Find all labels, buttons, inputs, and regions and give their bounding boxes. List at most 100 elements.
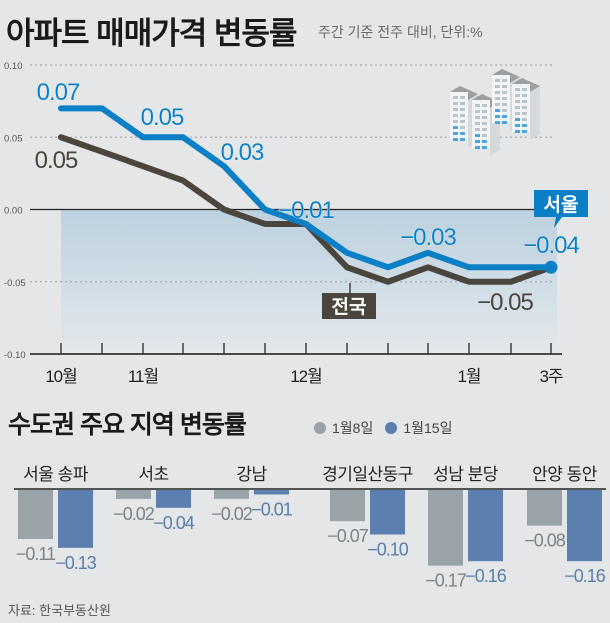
building-window [453,102,458,105]
building-window [515,130,520,133]
building-window [482,122,487,125]
category-label: 서초 [138,465,168,484]
building-window [522,94,527,97]
seoul-end-marker [544,260,558,274]
bar-jan15 [156,490,191,508]
bar-value-label: −0.04 [153,513,195,533]
national-data-label: −0.05 [477,289,533,316]
seoul-data-label: −0.04 [523,232,579,259]
building-window [515,94,520,97]
building-window [502,85,507,88]
building-window [522,130,527,133]
bar-jan8 [330,490,365,522]
category-label: 강남 [236,465,267,484]
building-window [522,100,527,103]
building-face [450,92,468,140]
bar-value-label: −0.01 [251,499,293,519]
x-tick-label: 11월 [128,367,158,386]
building-window [475,134,480,137]
building-window [482,146,487,149]
x-tick-label: 10월 [45,367,77,386]
bar-jan15 [468,490,503,562]
bar-value-label: −0.13 [55,553,97,573]
bar-jan8 [18,490,53,539]
x-tick-label: 12월 [290,367,322,386]
bar-value-label: −0.11 [16,544,56,564]
bar-value-label: −0.16 [465,566,507,586]
bar-value-label: −0.10 [367,540,409,560]
building-window [453,108,458,111]
building-window [475,140,480,143]
building-window [502,97,507,100]
national-data-label: 0.05 [35,147,78,174]
building-side [530,86,540,140]
building-window [475,146,480,149]
building-window [460,126,465,129]
bar-value-label: −0.02 [113,504,155,524]
bar-jan15 [58,490,93,548]
building-window [515,124,520,127]
building-window [482,134,487,137]
building-window [515,112,520,115]
chart-title: 아파트 매매가격 변동률 [6,16,297,51]
national-tag-label: 전국 [332,296,367,318]
building-window [453,126,458,129]
building-window [453,114,458,117]
building-window [515,88,520,91]
building-window [495,121,500,124]
seoul-data-label: 0.03 [221,139,264,166]
category-label: 경기일산동구 [322,465,413,484]
bar-jan8 [214,490,249,499]
source-note: 자료: 한국부동산원 [8,603,111,618]
y-tick-label: 0.10 [4,61,23,72]
bar-jan8 [527,490,562,526]
seoul-data-label: −0.03 [400,224,456,251]
building-window [502,103,507,106]
building-window [502,79,507,82]
building-window [495,103,500,106]
bar-legend: 1월8일 1월15일 [314,418,452,438]
line-chart: 0.10 0.05 0.00 -0.05 -0.10 10월 11월 12월 1월 3주 0.0… [4,61,588,386]
building-window [502,91,507,94]
building-face [472,100,490,148]
building-face [492,75,510,123]
building-window [453,96,458,99]
building-window [502,115,507,118]
building-window [515,118,520,121]
building-window [495,85,500,88]
building-window [460,108,465,111]
building-window [460,120,465,123]
bar-jan15 [254,490,289,495]
building-window [475,128,480,131]
x-tick-label: 3주 [539,367,562,386]
seoul-data-label: 0.07 [37,79,80,106]
building-window [522,112,527,115]
building-window [495,115,500,118]
seoul-tag-pointer [554,217,562,228]
building-window [522,124,527,127]
building-window [522,106,527,109]
building-window [460,114,465,117]
legend-label-jan15: 1월15일 [403,420,453,436]
category-label: 안양 동안 [532,465,598,484]
building-window [453,132,458,135]
series-line-서울 [58,105,554,271]
bar-value-label: −0.08 [524,531,566,551]
national-tag-box [322,293,376,319]
building-window [495,79,500,82]
chart-subtitle: 주간 기준 전주 대비, 단위:% [318,24,483,40]
bar-jan8 [116,490,151,499]
building-window [515,100,520,103]
bar-jan8 [428,490,463,566]
building-window [460,96,465,99]
building-window [460,132,465,135]
building-window [502,121,507,124]
y-tick-label: -0.10 [4,350,26,361]
building-window [495,109,500,112]
building-window [453,138,458,141]
seoul-data-label: −0.01 [278,197,334,224]
legend-label-jan8: 1월8일 [332,420,374,436]
building-window [495,97,500,100]
building-window [460,102,465,105]
y-tick-label: 0.00 [4,206,23,217]
